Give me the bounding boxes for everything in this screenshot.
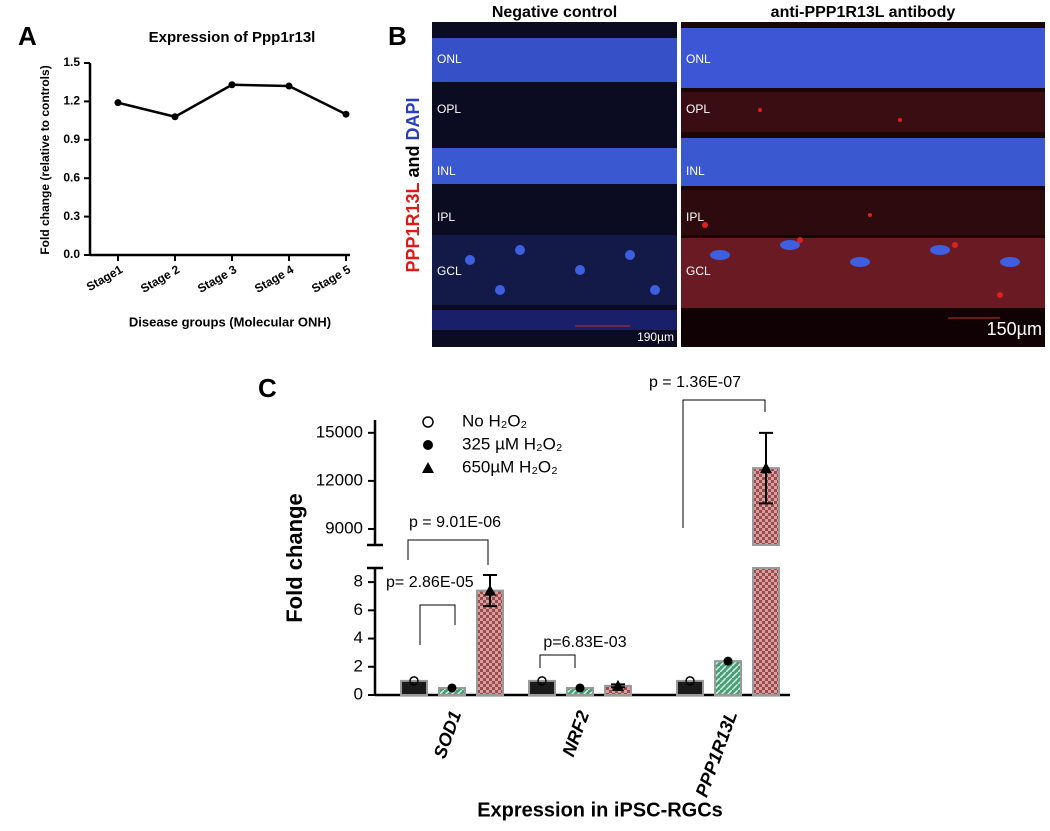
nuclear-band [681, 28, 1045, 88]
p-value: p = 9.01E-06 [409, 514, 501, 531]
point [612, 679, 624, 691]
y-tick-label: 0.0 [63, 247, 80, 261]
layer-label: OPL [686, 102, 710, 116]
x-axis-title: Expression in iPSC-RGCs [477, 799, 723, 821]
point [760, 462, 772, 474]
bar [400, 679, 428, 697]
panel-label: A [18, 21, 37, 51]
stain-joiner: and [403, 145, 423, 177]
y-axis-title: Fold change (relative to controls) [38, 65, 52, 254]
fiber-layer [681, 310, 1045, 347]
y-tick-label: 2 [354, 656, 363, 675]
y-tick-label: 8 [354, 572, 363, 591]
x-axis-title: Disease groups (Molecular ONH) [129, 314, 331, 329]
layer-label: OPL [437, 102, 461, 116]
layer-label: IPL [437, 210, 455, 224]
point [575, 683, 585, 693]
legend-marker [422, 462, 434, 473]
y-tick-label: 12000 [316, 470, 363, 489]
bar [476, 589, 504, 696]
image-title: anti-PPP1R13L antibody [771, 4, 956, 21]
bar [528, 679, 556, 697]
point [342, 110, 350, 118]
x-tick-label: PPP1R13L [692, 708, 742, 799]
x-tick-label: Stage 4 [252, 262, 296, 296]
y-tick-label: 1.5 [63, 55, 80, 69]
layer-label: IPL [686, 210, 704, 224]
stain-label: PPP1R13L and DAPI [403, 97, 423, 272]
point [409, 676, 419, 686]
y-tick-label: 0.3 [63, 209, 80, 223]
image-title: Negative control [492, 4, 617, 21]
y-axis-title: Fold change [282, 493, 307, 623]
bar [714, 660, 742, 697]
bar [676, 679, 704, 697]
ganglion-layer [432, 235, 677, 305]
legend-marker [423, 440, 433, 450]
layer-label: INL [437, 164, 456, 178]
plexiform-layer [681, 92, 1045, 132]
panel-label: C [258, 373, 277, 403]
layer-label: GCL [437, 264, 462, 278]
point [685, 676, 695, 686]
layer-label: ONL [437, 52, 462, 66]
x-tick-label: Stage 5 [309, 262, 353, 296]
line [117, 83, 347, 119]
y-tick-label: 15000 [316, 422, 363, 441]
y-tick-label: 0 [354, 684, 363, 703]
y-tick-label: 0.9 [63, 132, 80, 146]
scale-label: 190µm [637, 330, 674, 344]
layer-label: GCL [686, 264, 711, 278]
stain-counterstain: DAPI [403, 97, 423, 140]
x-tick-label: Stage 3 [195, 262, 239, 296]
nuclear-band [432, 148, 677, 184]
stain-marker: PPP1R13L [403, 182, 423, 272]
nuclear-band [681, 138, 1045, 186]
stain-spots [702, 108, 1003, 298]
y-tick-label: 0.6 [63, 170, 80, 184]
p-value: p=6.83E-03 [543, 634, 626, 651]
point [285, 82, 293, 90]
y-tick-label: 9000 [325, 518, 363, 537]
point [484, 584, 496, 596]
point [171, 113, 179, 121]
y-tick-label: 6 [354, 600, 363, 619]
nuclei [465, 240, 1020, 295]
significance-bracket [419, 604, 456, 645]
plexiform-layer [681, 190, 1045, 235]
point [228, 81, 236, 89]
ganglion-layer [681, 238, 1045, 308]
nuclear-band [432, 38, 677, 82]
scale-label: 150µm [987, 319, 1042, 339]
point [537, 676, 547, 686]
panel-label: B [388, 21, 407, 51]
significance-bracket [539, 654, 576, 668]
x-tick-label: NRF2 [558, 708, 593, 759]
chart-title: Expression of Ppp1r13l [149, 29, 316, 46]
bar-lower [752, 567, 780, 696]
point [447, 683, 457, 693]
legend-label: No H₂O₂ [462, 411, 527, 430]
legend-label: 325 µM H₂O₂ [462, 434, 562, 453]
point [114, 99, 122, 107]
significance-bracket [407, 539, 489, 565]
p-value: p= 2.86E-05 [386, 574, 474, 591]
legend-label: 650µM H₂O₂ [462, 457, 558, 476]
legend-marker [422, 416, 434, 428]
layer-label: INL [686, 164, 705, 178]
x-tick-label: Stage 2 [138, 262, 182, 296]
y-tick-label: 1.2 [63, 94, 80, 108]
significance-bracket [682, 399, 766, 528]
layer-label: ONL [686, 52, 711, 66]
point [723, 656, 733, 666]
y-tick-label: 4 [354, 628, 363, 647]
fiber-layer [432, 310, 677, 330]
x-tick-label: SOD1 [430, 708, 466, 761]
x-tick-label: Stage1 [84, 262, 125, 294]
p-value: p = 1.36E-07 [649, 374, 741, 391]
